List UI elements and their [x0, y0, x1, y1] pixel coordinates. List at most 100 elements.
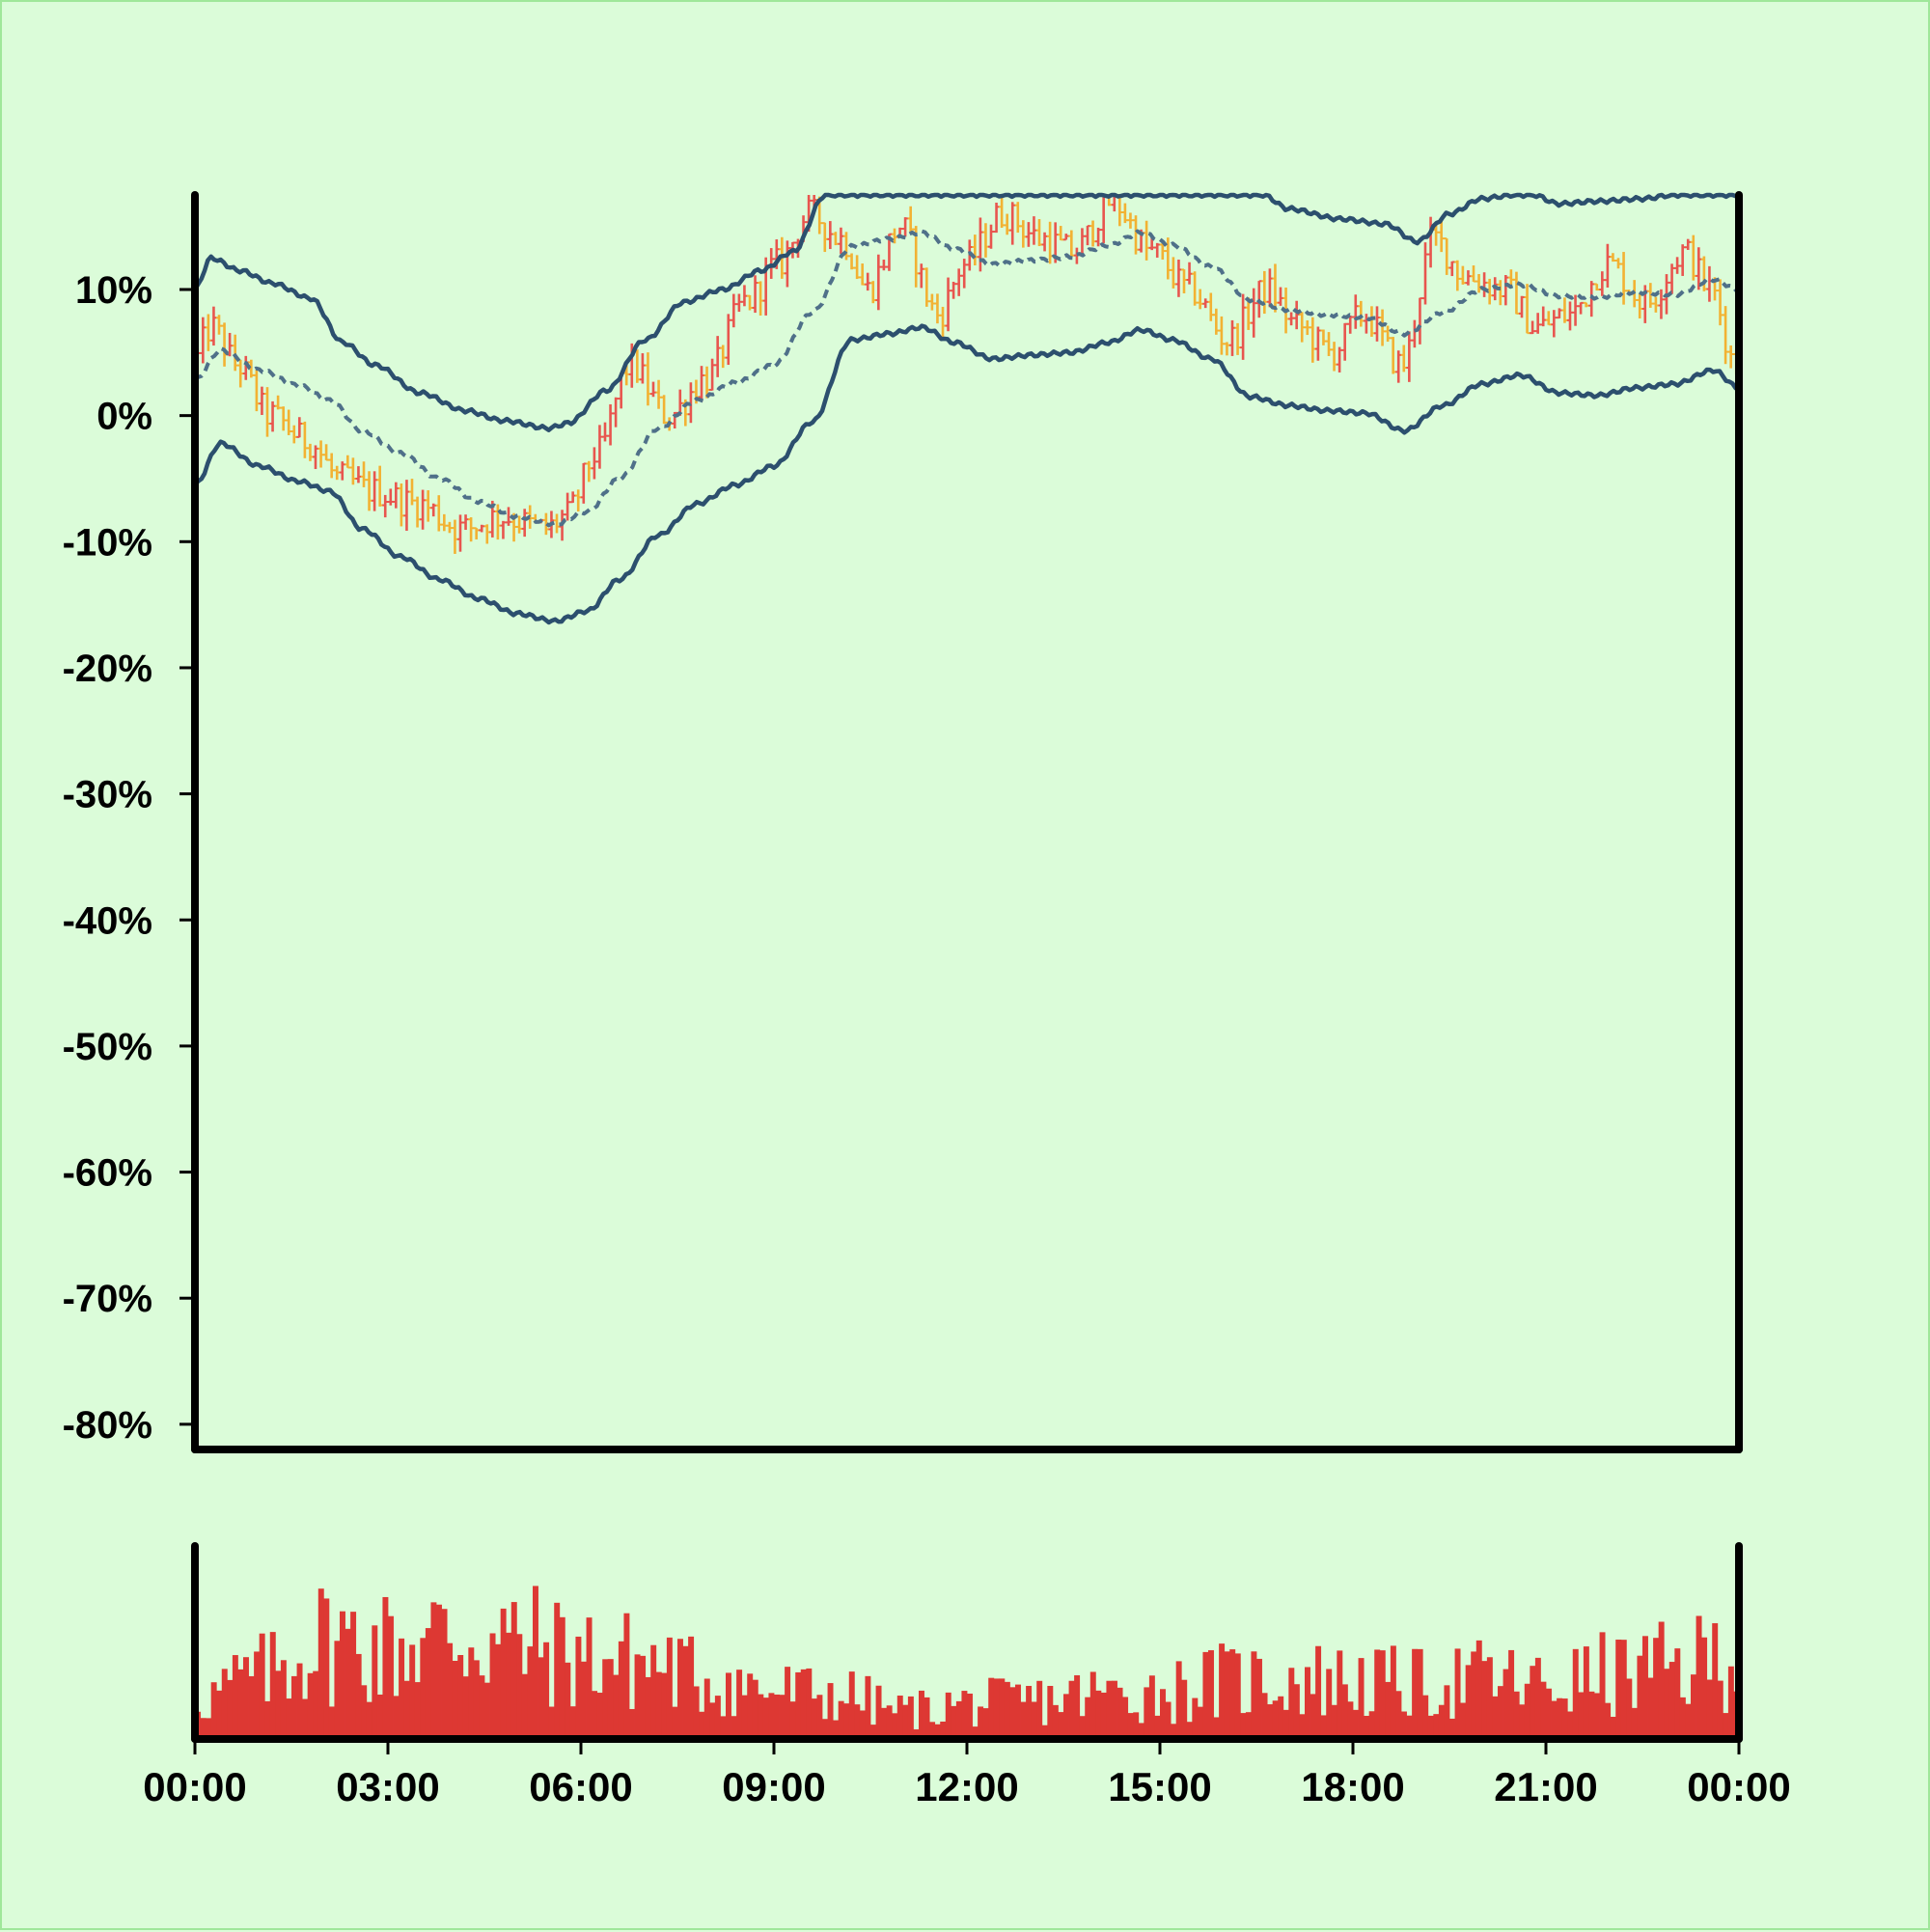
ohlc-bar [832, 232, 839, 246]
ohlc-bar [1475, 273, 1482, 293]
volume-bar [688, 1636, 695, 1739]
y-tick-label: -60% [63, 1152, 152, 1195]
volume-bar [1293, 1684, 1300, 1739]
volume-bar [317, 1588, 324, 1739]
ohlc-bar [1652, 296, 1659, 313]
ohlc-bar [372, 471, 378, 511]
ohlc-bar [1685, 238, 1692, 250]
ohlc-bar [880, 260, 887, 271]
volume-bar [703, 1678, 710, 1739]
ohlc-bar [859, 263, 866, 286]
volume-bar [259, 1633, 265, 1739]
ohlc-bar [1240, 293, 1247, 360]
ohlc-bar [280, 406, 287, 431]
volume-bar [892, 1713, 898, 1739]
ohlc-bar [1331, 342, 1337, 372]
volume-bar [881, 1707, 888, 1739]
ohlc-bar [934, 293, 941, 324]
ohlc-bar [435, 495, 442, 532]
ohlc-bar [1293, 300, 1300, 330]
y-tick-label: -80% [63, 1404, 152, 1447]
volume-bar [758, 1694, 764, 1739]
ohlc-bar [1154, 242, 1161, 258]
ohlc-bar [821, 222, 828, 253]
volume-bar [752, 1679, 758, 1739]
ohlc-bar [1058, 226, 1064, 241]
volume-bar [993, 1678, 1000, 1739]
volume-bar [296, 1663, 303, 1739]
ohlc-bar [982, 223, 989, 258]
ohlc-bar [613, 397, 620, 428]
volume-bar [1364, 1716, 1370, 1739]
ohlc-bar [1165, 237, 1172, 280]
volume-bar [1112, 1680, 1117, 1739]
ohlc-bar [1079, 228, 1086, 256]
ohlc-bar [1406, 331, 1413, 382]
volume-bar [934, 1724, 941, 1739]
volume-bar [1460, 1702, 1467, 1739]
volume-bar [447, 1642, 454, 1739]
volume-bar [726, 1672, 731, 1739]
volume-bar [623, 1613, 630, 1739]
ohlc-bar [725, 314, 731, 366]
volume-bar [913, 1729, 920, 1739]
ohlc-bar [205, 314, 211, 351]
volume-bar [978, 1706, 984, 1739]
ohlc-bar [1229, 319, 1235, 356]
volume-bar [919, 1690, 924, 1739]
volume-bar [403, 1680, 410, 1739]
ohlc-bar [1170, 257, 1176, 289]
volume-bar [313, 1670, 319, 1739]
volume-bar [1315, 1645, 1322, 1739]
volume-bar [361, 1685, 368, 1739]
volume-bar [1508, 1649, 1515, 1739]
volume-bar [1058, 1712, 1064, 1739]
volume-bar [350, 1612, 357, 1739]
volume-bar [1610, 1717, 1616, 1739]
volume-bar [967, 1693, 973, 1739]
ohlc-bar [945, 277, 951, 332]
volume-bar [592, 1691, 598, 1739]
ohlc-bar [232, 334, 238, 372]
volume-bar [1691, 1674, 1696, 1739]
volume-bar [1534, 1657, 1541, 1739]
volume-bar [1171, 1724, 1177, 1739]
volume-bar [275, 1670, 282, 1739]
ohlc-bar [301, 421, 308, 458]
ohlc-bar [1551, 310, 1558, 338]
ohlc-bar [1572, 294, 1579, 326]
ohlc-bar [902, 217, 909, 237]
ohlc-bar [961, 259, 968, 289]
ohlc-bar [731, 293, 737, 328]
volume-bar [516, 1634, 523, 1739]
volume-bar [602, 1659, 609, 1739]
volume-bar [1229, 1649, 1236, 1739]
ohlc-bar [1700, 256, 1707, 291]
ohlc-bar [1251, 288, 1257, 338]
ohlc-bar [1497, 280, 1503, 306]
ohlc-bar [1272, 263, 1279, 313]
ohlc-bar [650, 381, 656, 398]
volume-bar [1513, 1691, 1520, 1739]
volume-bar [484, 1682, 490, 1739]
volume-bar [736, 1670, 743, 1739]
ohlc-bar [735, 293, 742, 313]
volume-bar [1267, 1704, 1274, 1739]
volume-bar [393, 1696, 400, 1739]
ohlc-bar [462, 514, 469, 530]
ohlc-bar [554, 513, 560, 534]
volume-bar [1546, 1688, 1552, 1739]
ohlc-bar [869, 281, 876, 304]
ohlc-bar [720, 345, 727, 369]
ohlc-bar [709, 358, 716, 391]
volume-bar [774, 1694, 780, 1739]
ohlc-bar [1690, 235, 1696, 281]
ohlc-bar [1175, 260, 1182, 297]
volume-bar [1127, 1713, 1134, 1739]
volume-bar [1031, 1701, 1037, 1739]
volume-bar [1599, 1632, 1606, 1739]
volume-bar [800, 1669, 807, 1739]
ohlc-bar [500, 520, 507, 539]
volume-bar [1063, 1694, 1069, 1739]
